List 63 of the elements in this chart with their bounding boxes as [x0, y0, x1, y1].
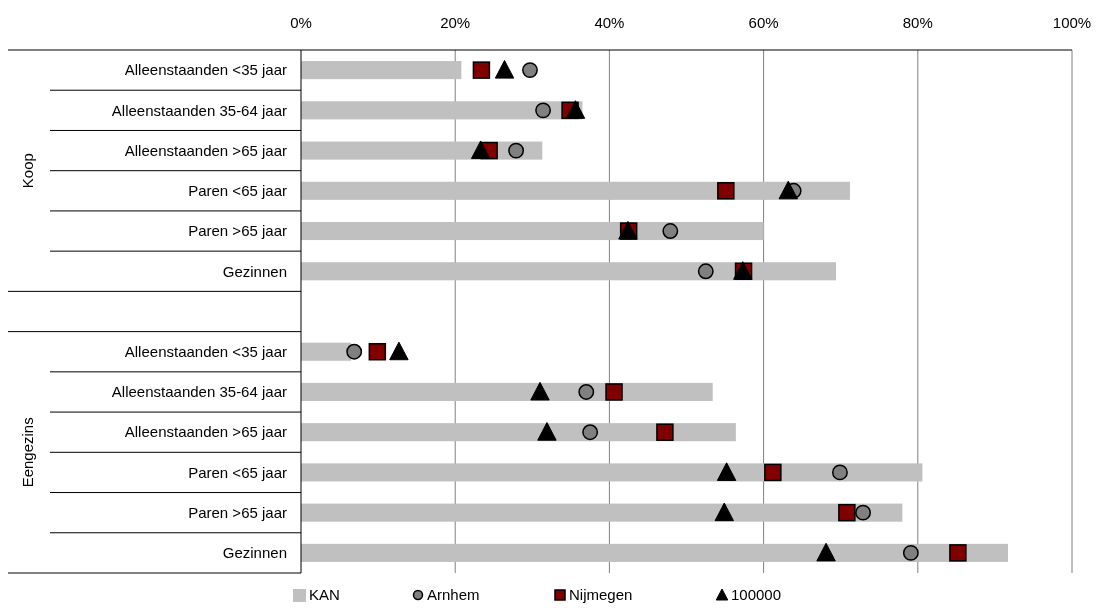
point: [565, 100, 586, 119]
point: [714, 502, 734, 522]
bar: [301, 543, 1009, 562]
legend-label: KAN: [309, 586, 340, 604]
y-tick-label: Paren <65 jaar: [188, 463, 287, 481]
bar: [301, 423, 736, 442]
x-tick-label: 60%: [748, 14, 779, 31]
point: [656, 423, 674, 441]
point: [717, 182, 735, 200]
y-tick-label: Alleenstaanden >65 jaar: [124, 423, 287, 441]
point: [949, 544, 967, 562]
bar: [301, 262, 837, 281]
point: [902, 544, 919, 561]
point: [816, 542, 836, 562]
point: [778, 180, 798, 200]
bar: [301, 382, 713, 402]
x-tick-label: 100%: [1052, 14, 1092, 31]
x-tick-label: 40%: [594, 14, 625, 31]
x-tick-label: 80%: [902, 14, 933, 31]
point: [522, 62, 538, 79]
legend-label: 100000: [731, 586, 782, 604]
bar: [301, 463, 923, 482]
bar: [301, 342, 352, 361]
y-tick-label: Alleenstaanden 35-64 jaar: [111, 101, 287, 119]
point: [346, 343, 363, 360]
point: [530, 381, 550, 401]
y-tick-label: Paren >65 jaar: [188, 503, 287, 521]
point: [716, 462, 737, 481]
point: [578, 384, 595, 400]
point: [368, 342, 387, 361]
point: [508, 142, 525, 159]
y-tick-label: Paren >65 jaar: [188, 222, 287, 240]
point: [697, 263, 714, 280]
point: [537, 422, 557, 441]
y-tick-label: Gezinnen: [222, 262, 287, 280]
x-tick-label: 0%: [290, 14, 312, 31]
text: Koop: [19, 153, 36, 189]
bar: [301, 503, 903, 522]
text: Eengezins: [19, 417, 36, 488]
bar: [301, 181, 850, 200]
y-tick-label: Alleenstaanden 35-64 jaar: [111, 383, 287, 401]
legend-label: Arnhem: [427, 586, 480, 604]
point: [582, 424, 599, 441]
y-tick-label: Gezinnen: [222, 544, 287, 562]
point: [535, 102, 552, 119]
y-tick-label: Paren <65 jaar: [188, 182, 287, 200]
x-tick-label: 20%: [440, 14, 471, 31]
point: [831, 464, 848, 481]
point: [838, 503, 856, 522]
point: [662, 223, 679, 239]
point: [389, 341, 409, 361]
y-tick-label: Alleenstaanden <35 jaar: [124, 61, 287, 79]
bar: [301, 61, 462, 80]
y-tick-label: Alleenstaanden >65 jaar: [124, 141, 287, 159]
y-tick-label: Alleenstaanden <35 jaar: [124, 342, 287, 360]
point: [855, 504, 872, 521]
legend-label: Nijmegen: [569, 586, 633, 604]
bar: [301, 221, 764, 241]
point: [470, 140, 491, 160]
point: [764, 463, 782, 482]
point: [494, 60, 515, 79]
point: [605, 383, 623, 401]
point: [472, 61, 491, 79]
